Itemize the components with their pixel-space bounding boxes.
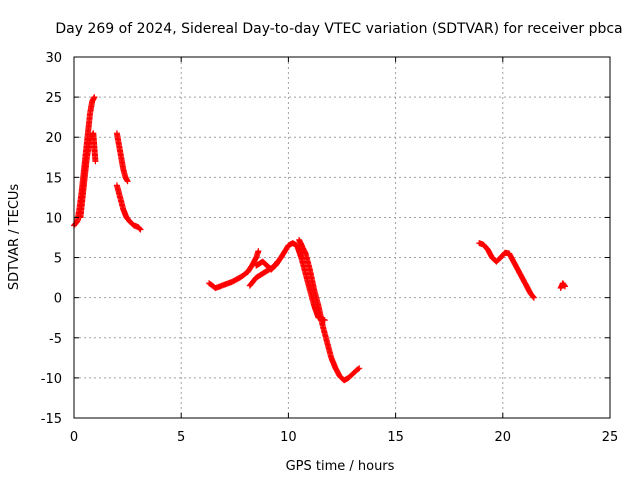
y-tick-label: 0	[54, 292, 62, 307]
y-tick-label: 20	[45, 131, 62, 146]
y-tick-label: 15	[45, 171, 62, 186]
plot-frame	[73, 56, 611, 419]
y-tick-label: -10	[41, 372, 62, 387]
data-marker-run	[113, 130, 131, 185]
x-tick-label: 25	[602, 430, 619, 445]
x-tick-label: 15	[387, 430, 404, 445]
data-marker-run	[77, 130, 99, 221]
data-marker-run	[557, 280, 568, 291]
data-marker-run	[206, 248, 262, 291]
x-tick-label: 10	[280, 430, 297, 445]
data-series	[71, 94, 568, 384]
data-marker-run	[296, 236, 363, 384]
y-axis-label: SDTVAR / TECUs	[7, 184, 22, 291]
data-marker-run	[113, 182, 144, 233]
data-marker-run	[253, 258, 281, 273]
x-tick-label: 0	[70, 430, 78, 445]
axes: 0 5 10 15 20 25 -15 -10 -5 0 5 10 15 20 25 30	[41, 51, 619, 445]
data-marker-run	[476, 240, 537, 301]
x-tick-label: 20	[495, 430, 512, 445]
y-tick-label: 5	[54, 252, 62, 267]
y-tick-label: 10	[45, 211, 62, 226]
chart-title: Day 269 of 2024, Sidereal Day-to-day VTE…	[55, 21, 622, 37]
x-axis-label: GPS time / hours	[286, 459, 395, 474]
x-tick-label: 5	[177, 430, 185, 445]
y-tick-label: 25	[45, 91, 62, 106]
y-tick-label: 30	[45, 51, 62, 66]
y-tick-label: -5	[49, 332, 62, 347]
grid	[74, 57, 610, 418]
y-tick-label: -15	[41, 412, 62, 427]
